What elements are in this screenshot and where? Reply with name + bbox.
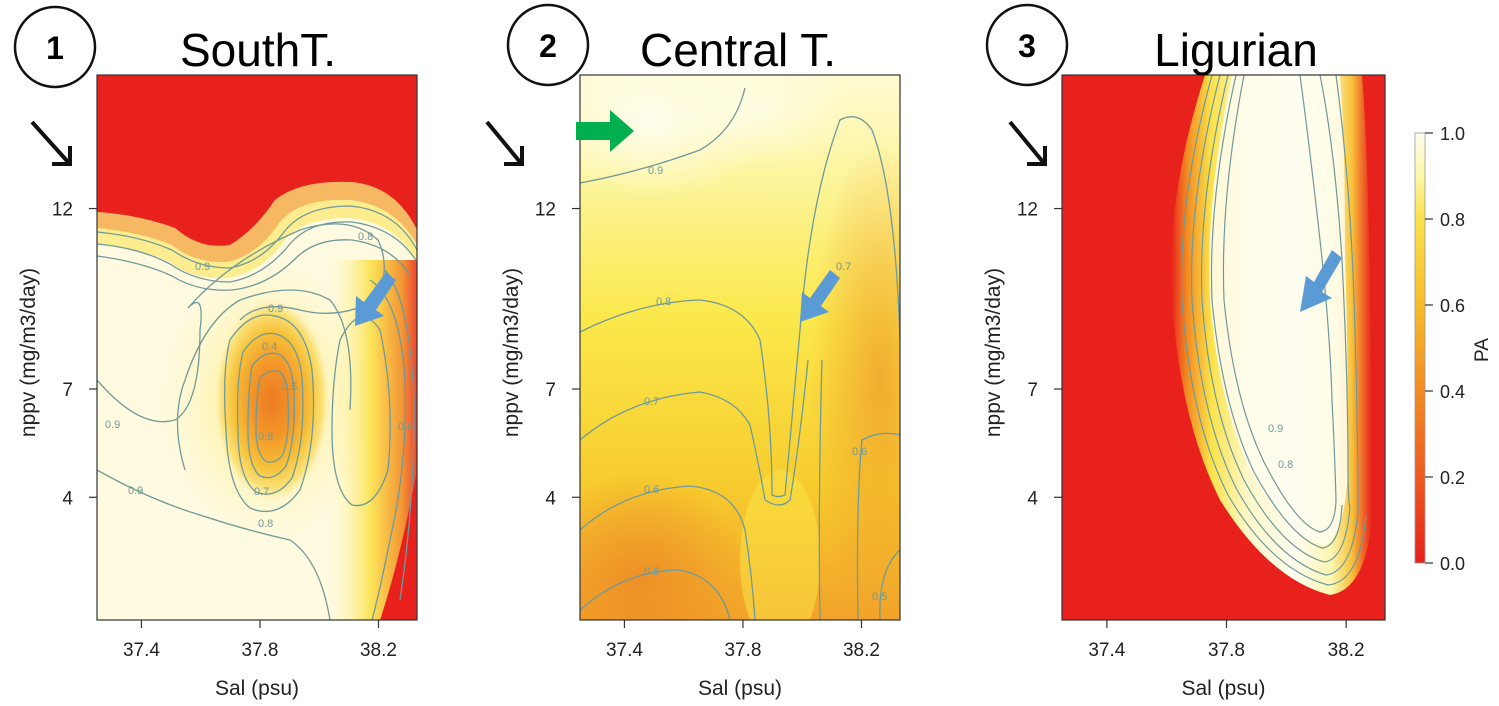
- colorbar-tick-label: 0.2: [1440, 468, 1465, 488]
- x-tick-label: 37.8: [724, 640, 761, 661]
- contour-label: 0.8: [258, 518, 273, 530]
- panel-badge-1: 1: [13, 5, 97, 89]
- contour-label: 0.9: [648, 165, 663, 177]
- panel-centralt: 0.9 0.8 0.7 0.6 0.5 0.7 0.6 0.5: [579, 74, 901, 621]
- contour-label: 0.4: [262, 341, 277, 353]
- x-tick-label: 37.8: [1208, 640, 1245, 661]
- panel-southt: 0.9 0.9 0.9 0.8 0.8 0.7 0.4 0.9 0.8 0.5 …: [96, 74, 418, 621]
- x-tick-label: 38.2: [843, 640, 880, 661]
- colorbar: 0.0 0.2 0.4 0.6 0.8 1.0 PA: [1414, 124, 1493, 574]
- x-axis-label: Sal (psu): [698, 677, 782, 700]
- colorbar-label: PA: [1472, 338, 1493, 362]
- x-axis-label: Sal (psu): [1181, 677, 1265, 700]
- contour-label: 0.6: [644, 484, 659, 496]
- contour-label: 0.8: [358, 231, 373, 243]
- contour-label: 0.5: [282, 381, 297, 393]
- contour-label: 0.6: [852, 446, 867, 458]
- titles: 1 SouthT. 2 Central T. 3 Ligurian: [13, 3, 1318, 89]
- contour-labels-ligurian: 0.9 0.8: [1268, 423, 1293, 471]
- panel-badge-2: 2: [506, 3, 590, 87]
- contour-label: 0.5: [644, 566, 659, 578]
- contour-label: 0.8: [656, 296, 671, 308]
- plot-frame: [579, 74, 901, 621]
- colorbar-tick-label: 0.4: [1440, 382, 1465, 402]
- contour-label: 0.9: [105, 419, 120, 431]
- x-tick-label: 38.2: [1328, 640, 1365, 661]
- panel-number: 3: [1018, 28, 1036, 64]
- blue-arrow-2: [800, 270, 840, 322]
- green-arrow: [576, 110, 634, 152]
- y-tick-label: 12: [535, 200, 556, 221]
- colorbar-tick-label: 0.0: [1440, 554, 1465, 574]
- blue-arrow-3: [1300, 250, 1342, 312]
- axes-layer: 37.4 37.8 38.2 4 7 12 Sal (psu) nppv (mg/m3/day…: [17, 200, 1365, 700]
- y-axis-label: nppv (mg/m3/day): [17, 268, 40, 437]
- contour-labels-centralt: 0.9 0.8 0.7 0.6 0.5 0.7 0.6 0.5: [644, 165, 887, 603]
- black-arrow-3: [1008, 120, 1047, 166]
- contour-label: 0.8: [1278, 459, 1293, 471]
- colorbar-tick-label: 1.0: [1440, 124, 1465, 144]
- contour-label: 0.7: [644, 396, 659, 408]
- x-tick-label: 37.4: [1088, 640, 1125, 661]
- heatmap-ligurian: 0.9 0.8: [1062, 75, 1385, 620]
- y-tick-label: 12: [1017, 200, 1038, 221]
- panel-number: 2: [539, 28, 557, 64]
- y-tick-label: 7: [1027, 380, 1038, 401]
- contour-label: 0.9: [268, 303, 283, 315]
- y-tick-label: 4: [1027, 488, 1038, 509]
- y-tick-label: 4: [62, 488, 73, 509]
- colorbar-gradient: [1414, 132, 1426, 564]
- y-tick-label: 4: [545, 488, 556, 509]
- plot-frame: [96, 74, 418, 621]
- contour-label: 0.9: [128, 485, 143, 497]
- contour-label: 0.8: [258, 431, 273, 443]
- plot-frame: [1061, 74, 1386, 621]
- heatmap-centralt: 0.9 0.8 0.7 0.6 0.5 0.7 0.6 0.5: [580, 75, 900, 620]
- colorbar-tick-label: 0.8: [1440, 210, 1465, 230]
- y-axis-label: nppv (mg/m3/day): [500, 268, 523, 437]
- panel-title: Ligurian: [1154, 24, 1318, 76]
- contour-label: 0.9: [195, 261, 210, 273]
- x-tick-label: 37.4: [606, 640, 643, 661]
- black-arrow-1: [30, 120, 72, 166]
- x-tick-label: 38.2: [360, 640, 397, 661]
- contour-label: 0.7: [254, 486, 269, 498]
- contour-label: 0.9: [1268, 423, 1283, 435]
- heatmap-southt: 0.9 0.9 0.9 0.8 0.8 0.7 0.4 0.9 0.8 0.5 …: [97, 75, 417, 620]
- annotation-arrows: [30, 110, 1342, 326]
- colorbar-tick-label: 0.6: [1440, 296, 1465, 316]
- panel-badge-3: 3: [985, 3, 1069, 87]
- panel-title: SouthT.: [180, 24, 336, 76]
- blue-arrow-1: [355, 272, 396, 326]
- x-tick-label: 37.8: [241, 640, 278, 661]
- y-tick-label: 7: [62, 380, 73, 401]
- contour-label: 0.6: [398, 421, 413, 433]
- panel-title: Central T.: [640, 24, 836, 76]
- black-arrow-2: [485, 120, 524, 166]
- y-tick-label: 7: [545, 380, 556, 401]
- x-axis-label: Sal (psu): [215, 677, 299, 700]
- contour-labels-southt: 0.9 0.9 0.9 0.8 0.8 0.7 0.4 0.9 0.8 0.5 …: [105, 231, 413, 530]
- x-tick-label: 37.4: [123, 640, 160, 661]
- y-tick-label: 12: [52, 200, 73, 221]
- colorbar-ticks: 0.0 0.2 0.4 0.6 0.8 1.0: [1425, 124, 1465, 574]
- contour-label: 0.7: [836, 261, 851, 273]
- panel-ligurian: 0.9 0.8: [1061, 74, 1386, 621]
- panel-number: 1: [46, 30, 64, 66]
- contour-label: 0.5: [872, 591, 887, 603]
- y-axis-label: nppv (mg/m3/day): [982, 268, 1005, 437]
